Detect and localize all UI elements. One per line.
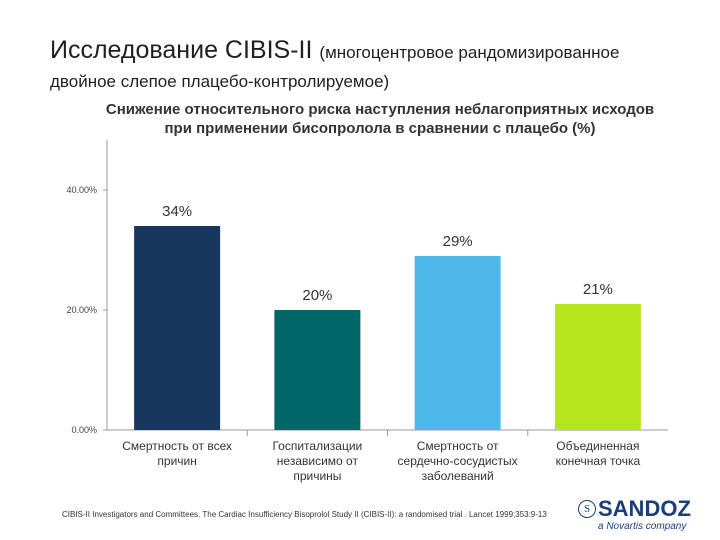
x-category-label: конечная точка bbox=[556, 454, 641, 468]
sandoz-logo-name: SANDOZ bbox=[598, 496, 691, 521]
sandoz-logo-tagline: a Novartis company bbox=[598, 521, 687, 532]
x-category-label: Смертность от всех bbox=[122, 439, 232, 453]
sandoz-logo-mark-icon: S bbox=[578, 500, 596, 518]
slide-title-main: Исследование CIBIS-II bbox=[50, 36, 313, 64]
chart-title-line1: Снижение относительного риска наступлени… bbox=[105, 101, 655, 118]
slide-title-sub: (многоцентровое рандомизированное bbox=[319, 43, 620, 62]
x-category-label: сердечно-сосудистых bbox=[398, 454, 518, 468]
x-category-label: причин bbox=[157, 454, 196, 468]
bar bbox=[414, 256, 501, 430]
chart-title: Снижение относительного риска наступлени… bbox=[60, 100, 700, 138]
bar bbox=[554, 304, 641, 430]
x-category-label: независимо от bbox=[277, 454, 359, 468]
x-category-label: Госпитализации bbox=[272, 439, 362, 453]
y-tick-label: 0.00% bbox=[71, 425, 97, 435]
x-category-label: заболеваний bbox=[422, 469, 494, 483]
citation-footnote: CIBIS-II Investigators and Committees. T… bbox=[62, 510, 547, 519]
bar-value-label: 34% bbox=[162, 203, 192, 220]
x-category-label: причины bbox=[293, 469, 341, 483]
chart-title-line2: при применении бисопролола в сравнении с… bbox=[164, 120, 596, 137]
y-tick-label: 20.00% bbox=[66, 305, 97, 315]
bar bbox=[134, 226, 221, 430]
bar-value-label: 21% bbox=[583, 281, 613, 298]
bar-value-label: 29% bbox=[443, 233, 473, 250]
x-category-label: Смертность от bbox=[417, 439, 499, 453]
bar bbox=[274, 310, 361, 430]
sandoz-logo: S SANDOZ a Novartis company bbox=[578, 497, 698, 537]
bar-value-label: 20% bbox=[302, 287, 332, 304]
x-category-label: Объединенная bbox=[556, 439, 639, 453]
y-tick-label: 40.00% bbox=[66, 185, 97, 195]
slide-title-line2: двойное слепое плацебо-контролируемое) bbox=[50, 72, 390, 91]
slide-title: Исследование CIBIS-II (многоцентровое ра… bbox=[50, 34, 700, 95]
